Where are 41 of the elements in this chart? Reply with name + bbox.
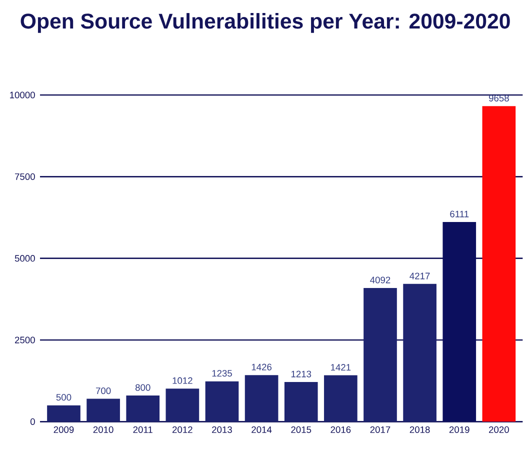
data-label: 9658 [488, 94, 509, 102]
bar [166, 388, 200, 422]
bar [364, 288, 397, 422]
data-label: 1213 [291, 370, 312, 378]
y-tick-label: 7500 [15, 173, 35, 180]
data-label: 1012 [172, 377, 192, 384]
x-tick-label: 2019 [449, 426, 470, 433]
y-tick-label: 10000 [10, 92, 35, 98]
x-tick-label: 2010 [93, 426, 114, 433]
bar [47, 405, 80, 422]
data-label: 500 [56, 394, 72, 401]
data-label: 700 [96, 387, 111, 394]
data-label: 1235 [212, 370, 232, 377]
bar [403, 284, 436, 422]
bar [86, 398, 120, 422]
y-tick-label: 5000 [14, 255, 35, 262]
chart-title: Open Source Vulnerabilities per Year: 2009-2020 [20, 13, 510, 33]
data-label: 6111 [450, 210, 469, 218]
bar [205, 381, 239, 422]
bar [126, 396, 160, 422]
x-tick-label: 2012 [172, 426, 192, 433]
data-label: 1426 [252, 364, 272, 370]
x-tick-label: 2011 [133, 426, 152, 433]
data-label: 800 [135, 384, 150, 391]
bar [284, 382, 318, 422]
bar [324, 375, 358, 422]
bar [482, 106, 516, 422]
data-label: 4092 [370, 276, 390, 284]
data-label: 4217 [410, 272, 430, 280]
x-tick-label: 2020 [489, 426, 509, 433]
y-tick-label: 2500 [14, 336, 35, 344]
x-tick-label: 2013 [212, 426, 232, 433]
x-tick-label: 2018 [410, 426, 430, 433]
x-tick-label: 2015 [291, 426, 312, 433]
x-tick-label: 2017 [370, 426, 390, 433]
x-tick-label: 2014 [252, 426, 272, 433]
bar [244, 375, 278, 422]
data-label: 1421 [331, 364, 351, 371]
y-tick-label: 0 [30, 418, 35, 425]
x-tick-label: 2016 [330, 426, 351, 433]
x-tick-label: 2009 [54, 426, 74, 433]
